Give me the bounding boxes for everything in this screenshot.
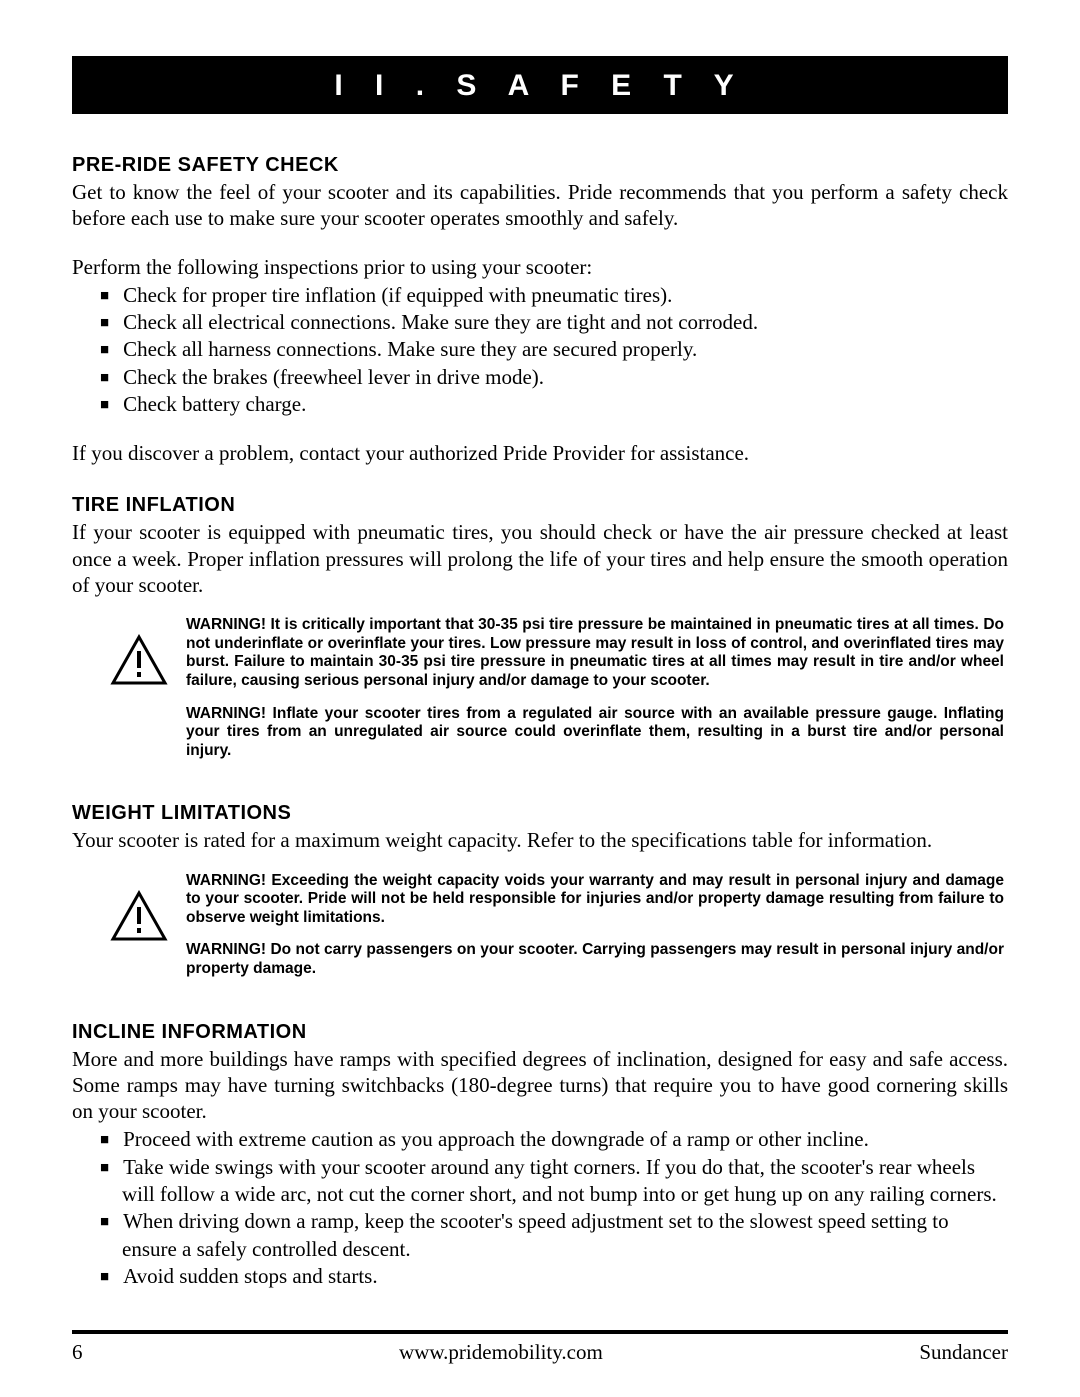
incline-list: Proceed with extreme caution as you appr… [72,1126,1008,1290]
heading-incline: INCLINE INFORMATION [72,1021,1008,1044]
page-footer: 6 www.pridemobility.com Sundancer [72,1330,1008,1365]
warning-text: WARNING! Do not carry passengers on your… [186,941,1004,978]
page: I I . S A F E T Y PRE-RIDE SAFETY CHECK … [0,0,1080,1397]
preride-lead: Perform the following inspections prior … [72,254,1008,280]
list-item: When driving down a ramp, keep the scoot… [86,1208,1008,1263]
list-item: Proceed with extreme caution as you appr… [86,1126,1008,1153]
heading-weight: WEIGHT LIMITATIONS [72,802,1008,825]
heading-preride: PRE-RIDE SAFETY CHECK [72,154,1008,177]
weight-body: Your scooter is rated for a maximum weig… [72,827,1008,853]
warning-triangle-icon [110,634,168,691]
page-number: 6 [72,1340,83,1365]
preride-list: Check for proper tire inflation (if equi… [72,282,1008,418]
list-item: Take wide swings with your scooter aroun… [86,1154,1008,1209]
chapter-title-bar: I I . S A F E T Y [72,56,1008,114]
incline-body: More and more buildings have ramps with … [72,1046,1008,1125]
footer-url: www.pridemobility.com [399,1340,603,1365]
warning-text: WARNING! It is critically important that… [186,616,1004,690]
list-item: Check for proper tire inflation (if equi… [86,282,1008,309]
heading-tire: TIRE INFLATION [72,494,1008,517]
tire-warning-block: WARNING! It is critically important that… [72,616,1008,774]
warning-text: WARNING! Inflate your scooter tires from… [186,705,1004,761]
tire-body: If your scooter is equipped with pneumat… [72,519,1008,598]
list-item: Check battery charge. [86,391,1008,418]
footer-row: 6 www.pridemobility.com Sundancer [72,1340,1008,1365]
weight-warning-block: WARNING! Exceeding the weight capacity v… [72,872,1008,993]
preride-intro: Get to know the feel of your scooter and… [72,179,1008,232]
weight-warning-texts: WARNING! Exceeding the weight capacity v… [186,872,1004,993]
list-item: Check all electrical connections. Make s… [86,309,1008,336]
footer-model: Sundancer [919,1340,1008,1365]
list-item: Check all harness connections. Make sure… [86,336,1008,363]
tire-warning-texts: WARNING! It is critically important that… [186,616,1004,774]
preride-closing: If you discover a problem, contact your … [72,440,1008,466]
list-item: Check the brakes (freewheel lever in dri… [86,364,1008,391]
list-item: Avoid sudden stops and starts. [86,1263,1008,1290]
warning-text: WARNING! Exceeding the weight capacity v… [186,872,1004,928]
footer-rule [72,1330,1008,1334]
warning-triangle-icon [110,890,168,947]
